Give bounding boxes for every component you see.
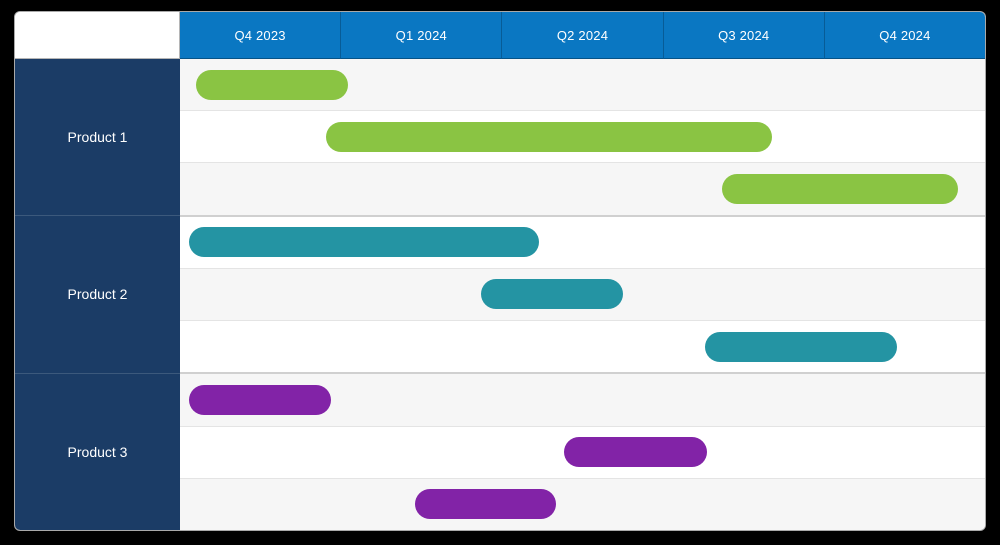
gantt-bar-product3-task2[interactable] bbox=[563, 437, 708, 468]
product-label-2: Product 2 bbox=[15, 215, 180, 372]
gantt-row bbox=[180, 425, 985, 478]
gantt-chart: Q4 2023 Q1 2024 Q2 2024 Q3 2024 Q4 2024 Prod… bbox=[15, 12, 985, 530]
quarter-headers: Q4 2023 Q1 2024 Q2 2024 Q3 2024 Q4 2024 bbox=[180, 12, 985, 59]
gantt-row bbox=[180, 162, 985, 215]
quarter-header-q2-2024: Q2 2024 bbox=[501, 12, 663, 59]
timeline-header: Q4 2023 Q1 2024 Q2 2024 Q3 2024 Q4 2024 bbox=[15, 12, 985, 59]
gantt-grid bbox=[180, 59, 985, 530]
product-label-1: Product 1 bbox=[67, 129, 128, 146]
gantt-bar-product3-task1[interactable] bbox=[189, 384, 332, 415]
gantt-bar-product1-task2[interactable] bbox=[326, 121, 772, 152]
quarter-header-q4-2023: Q4 2023 bbox=[180, 12, 341, 59]
product-sidebar: Product 1 Product 2 Product 3 bbox=[15, 59, 180, 530]
quarter-header-q3-2024: Q3 2024 bbox=[662, 12, 824, 59]
gantt-bar-product1-task1[interactable] bbox=[196, 69, 348, 100]
quarter-header-q4-2024: Q4 2024 bbox=[823, 12, 985, 59]
gantt-row bbox=[180, 214, 985, 268]
gantt-row bbox=[180, 59, 985, 111]
gantt-bar-product2-task3[interactable] bbox=[705, 331, 897, 362]
quarter-header-q1-2024: Q1 2024 bbox=[340, 12, 502, 59]
gantt-bar-product2-task1[interactable] bbox=[189, 227, 540, 258]
gantt-bar-product1-task3[interactable] bbox=[722, 174, 959, 205]
gantt-row bbox=[180, 267, 985, 321]
corner-cell bbox=[15, 12, 180, 59]
gantt-body: Product 1 Product 2 Product 3 bbox=[15, 59, 985, 530]
gantt-row bbox=[180, 477, 985, 530]
gantt-bar-product2-task2[interactable] bbox=[480, 279, 623, 310]
gantt-row bbox=[180, 320, 985, 373]
gantt-row bbox=[180, 110, 985, 163]
product-label-3: Product 3 bbox=[15, 372, 180, 530]
gantt-bar-product3-task3[interactable] bbox=[414, 489, 556, 520]
gantt-row bbox=[180, 372, 985, 426]
